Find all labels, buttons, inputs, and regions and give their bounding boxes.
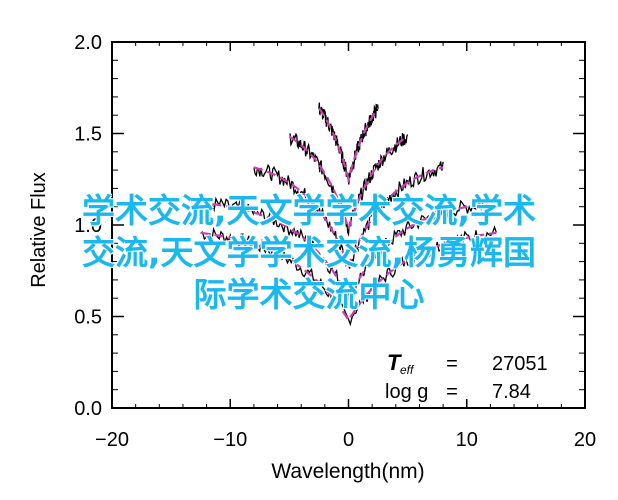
x-tick-label: 20 — [574, 429, 596, 451]
x-axis-label: Wavelength(nm) — [271, 460, 424, 483]
overlay-line: 际学术交流中心 — [193, 275, 425, 314]
teff-equals: = — [446, 353, 458, 375]
legend-annotation: T eff = 27051 log g = 7.84 — [385, 350, 548, 403]
series-group — [200, 102, 497, 327]
overlay-line: 学术交流,天文学学术交流,学术 — [81, 191, 537, 230]
x-tick-label: −10 — [213, 429, 247, 451]
model-fit-line — [212, 203, 485, 301]
teff-subscript: eff — [400, 363, 415, 377]
y-tick-label: 1.5 — [74, 124, 102, 146]
y-axis-label: Relative Flux — [28, 172, 50, 288]
y-tick-label: 0.0 — [74, 398, 102, 420]
logg-label: log g — [385, 381, 428, 403]
teff-label: T — [387, 350, 402, 375]
logg-value: 7.84 — [492, 381, 531, 403]
y-tick-label: 0.5 — [74, 307, 102, 329]
y-tick-label: 1.0 — [74, 215, 102, 237]
teff-value: 27051 — [492, 353, 548, 375]
model-fit-line — [200, 231, 497, 323]
observed-spectrum-line — [318, 102, 379, 185]
axis-ticks: −20 −10 0 10 20 0.0 0.5 1.0 1.5 2.0 — [74, 32, 596, 451]
x-tick-label: 0 — [343, 429, 354, 451]
x-tick-label: −20 — [95, 429, 129, 451]
model-fit-line — [288, 135, 409, 233]
overlay-line: 交流,天文学学术交流,杨勇辉国 — [81, 233, 537, 272]
watermark-overlay: 学术交流,天文学学术交流,学术 交流,天文学学术交流,杨勇辉国 际学术交流中心 — [0, 190, 618, 316]
x-tick-label: 10 — [456, 429, 478, 451]
model-fit-line — [318, 107, 379, 184]
y-tick-label: 2.0 — [74, 32, 102, 54]
observed-spectrum-line — [211, 196, 485, 302]
logg-equals: = — [446, 381, 458, 403]
model-fit-line — [253, 166, 444, 269]
